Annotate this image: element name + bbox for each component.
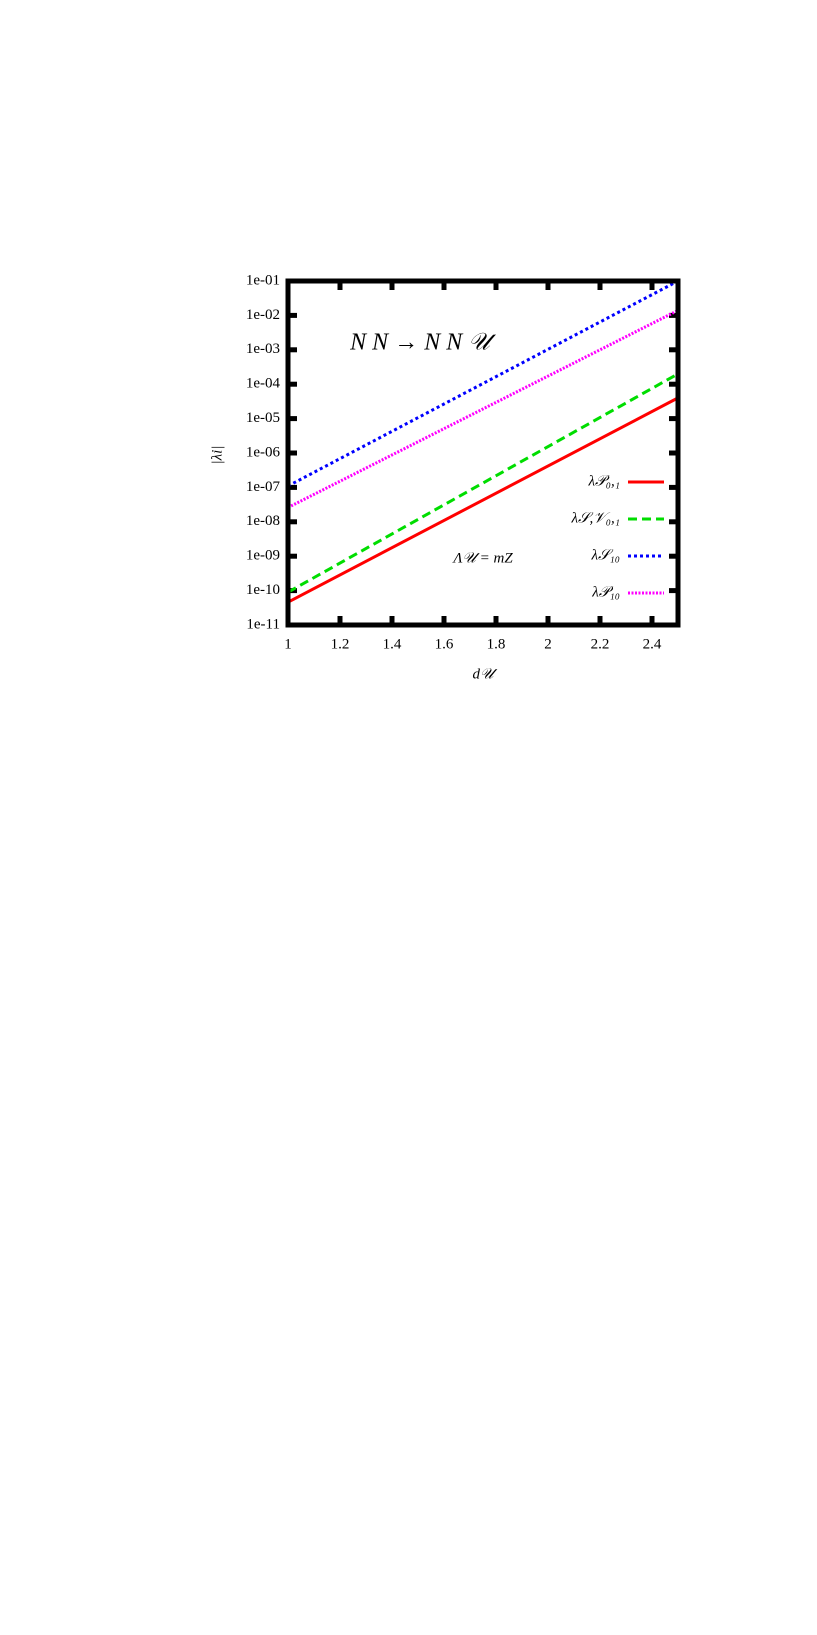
x-tick-label: 1.8 <box>487 636 506 652</box>
x-tick-label: 2.2 <box>591 636 610 652</box>
chart-title: N N → N N 𝒰 <box>349 330 496 356</box>
series-line <box>287 279 679 488</box>
series-line <box>287 309 679 509</box>
y-tick-label: 1e-01 <box>246 272 280 288</box>
legend-label: λ𝒮₁₀ <box>590 547 620 563</box>
y-tick-label: 1e-07 <box>246 479 281 495</box>
x-tick-label: 1 <box>284 636 292 652</box>
legend-label: λ𝒮,𝒱₀,₁ <box>570 510 620 526</box>
x-tick-label: 1.2 <box>331 636 350 652</box>
y-tick-label: 1e-11 <box>246 616 280 632</box>
x-tick-label: 2 <box>544 636 552 652</box>
x-tick-label: 1.4 <box>383 636 402 652</box>
series-line <box>287 396 679 604</box>
y-tick-label: 1e-04 <box>246 376 281 392</box>
y-tick-label: 1e-09 <box>246 548 280 564</box>
x-tick-label: 2.4 <box>643 636 662 652</box>
y-axis-label: |λi| <box>209 446 225 465</box>
y-tick-label: 1e-05 <box>246 410 280 426</box>
y-tick-label: 1e-10 <box>246 582 280 598</box>
plot-frame <box>285 278 681 628</box>
y-tick-label: 1e-08 <box>246 513 280 529</box>
y-tick-label: 1e-06 <box>246 444 281 460</box>
y-tick-label: 1e-02 <box>246 307 280 323</box>
legend-label: λ𝒫₀,₁ <box>588 473 621 489</box>
x-axis-label: d𝒰 <box>472 666 498 682</box>
x-tick-label: 1.6 <box>435 636 454 652</box>
legend-label: λ𝒫₁₀ <box>591 584 620 600</box>
series-line <box>287 372 679 594</box>
annotation: Λ𝒰 = mZ <box>451 550 513 566</box>
y-tick-label: 1e-03 <box>246 341 280 357</box>
